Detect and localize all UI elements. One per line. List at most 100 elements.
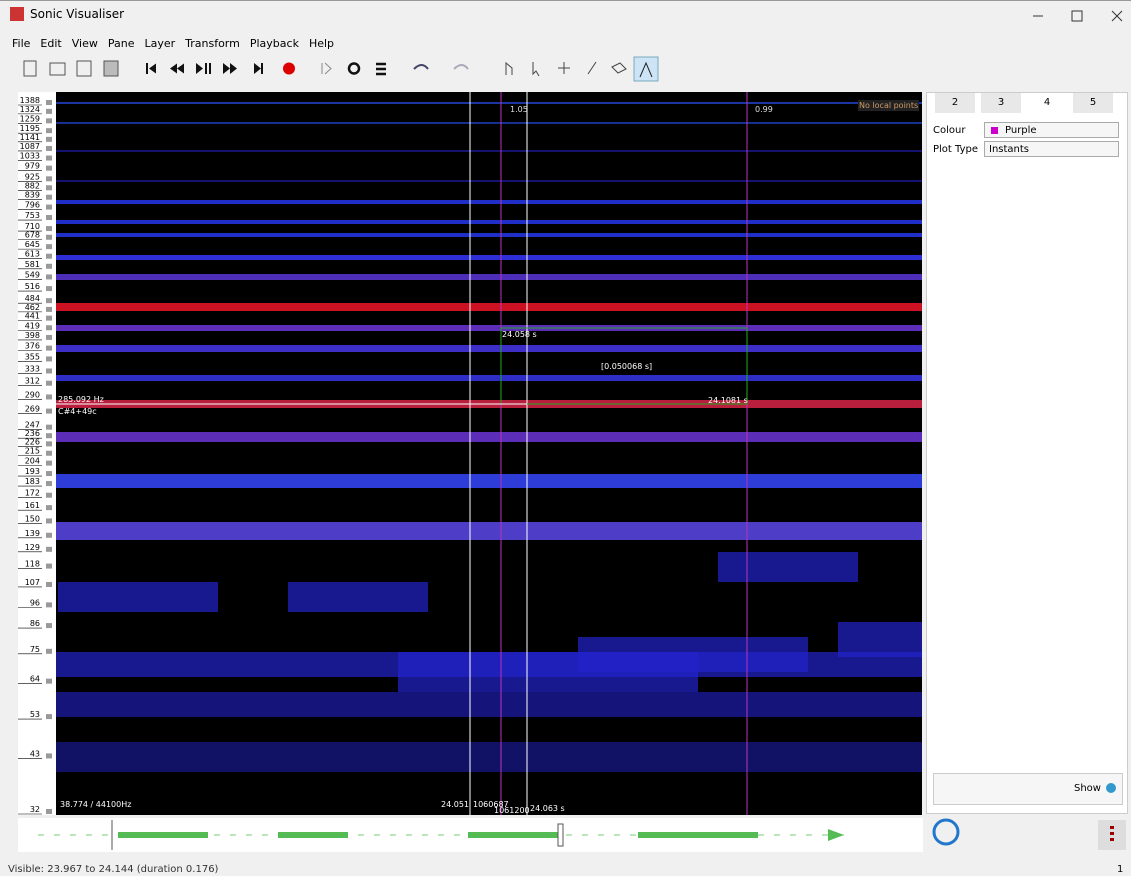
key — [46, 564, 52, 569]
key — [46, 679, 52, 684]
key-label: 925 — [25, 172, 40, 181]
status-page: 1 — [1117, 864, 1123, 875]
key-label: 581 — [25, 260, 40, 269]
menu-item[interactable]: Edit — [40, 37, 61, 50]
spectral-band — [56, 274, 922, 280]
menu-item[interactable]: Help — [309, 37, 334, 50]
key — [46, 623, 52, 628]
key — [46, 381, 52, 386]
key — [46, 409, 52, 414]
key — [46, 433, 52, 438]
key-label: 32 — [30, 805, 40, 814]
key — [46, 602, 52, 607]
window-title: Sonic Visualiser — [30, 7, 124, 21]
key-label: 1141 — [20, 133, 40, 142]
key-label: 796 — [25, 201, 40, 210]
spectral-band — [56, 150, 922, 152]
key-label: 312 — [25, 377, 40, 386]
menu-bar: File Edit View Pane Layer Transform Playback He… — [12, 37, 334, 50]
spectral-band — [56, 375, 922, 381]
app-icon — [10, 7, 24, 21]
key — [46, 481, 52, 486]
app-window: Sonic Visualiser File Edit View Pane Layer Tr… — [0, 0, 1131, 876]
key-label: 96 — [30, 598, 40, 607]
colour-dropdown[interactable]: Purple — [984, 122, 1119, 138]
spectral-blob — [838, 622, 922, 657]
key — [46, 714, 52, 719]
key — [46, 518, 52, 523]
status-text: Visible: 23.967 to 24.144 (duration 0.17… — [8, 864, 218, 875]
key-label: 129 — [25, 543, 40, 552]
plot-type-label: Plot Type — [933, 144, 978, 155]
menu-item[interactable]: View — [72, 37, 98, 50]
key — [46, 118, 52, 123]
spectrogram: 1388132412591195114110871033979925882839… — [18, 92, 922, 815]
spectral-band — [56, 200, 922, 204]
key-label: 75 — [30, 645, 40, 654]
layer-tab[interactable]: 4 — [1027, 93, 1067, 113]
key-label: 1087 — [20, 142, 40, 151]
spectral-blob — [578, 637, 808, 672]
cursor-frequency: 285.092 Hz — [58, 395, 104, 404]
frame-right: 1061200 — [494, 806, 530, 815]
key — [46, 205, 52, 210]
menu-item[interactable]: Pane — [108, 37, 135, 50]
spectral-band — [56, 233, 922, 237]
key-label: 376 — [25, 342, 40, 351]
key-label: 118 — [25, 560, 40, 569]
key — [46, 325, 52, 330]
spectral-band — [56, 220, 922, 224]
key-label: 333 — [25, 364, 40, 373]
key — [46, 335, 52, 340]
key — [46, 137, 52, 142]
layer-tab[interactable]: 3 — [981, 93, 1021, 113]
layer-controls[interactable]: Show — [933, 773, 1123, 805]
key — [46, 109, 52, 114]
menu-item[interactable]: Transform — [185, 37, 240, 50]
key-label: 710 — [25, 222, 40, 231]
key — [46, 185, 52, 190]
key-label: 150 — [25, 514, 40, 523]
key-label: 549 — [25, 270, 40, 279]
key-label: 107 — [25, 578, 40, 587]
spectral-band — [56, 692, 922, 717]
key — [46, 166, 52, 171]
key — [46, 274, 52, 279]
spectral-band — [56, 432, 922, 442]
key-label: 678 — [25, 231, 40, 240]
spectral-band — [56, 742, 922, 772]
toolbar — [10, 55, 670, 83]
key-label: 139 — [25, 529, 40, 538]
colour-value: Purple — [1005, 125, 1037, 136]
key-label: 183 — [25, 477, 40, 486]
no-points-label: No local points — [858, 100, 919, 111]
key-label: 215 — [25, 447, 40, 456]
key — [46, 809, 52, 814]
key — [46, 346, 52, 351]
menu-item[interactable]: Layer — [144, 37, 175, 50]
plot-type-value: Instants — [989, 144, 1029, 155]
key — [46, 368, 52, 373]
key — [46, 128, 52, 133]
spectral-band — [56, 522, 922, 540]
key — [46, 356, 52, 361]
key-label: 419 — [25, 321, 40, 330]
key — [46, 226, 52, 231]
key-label: 43 — [30, 749, 40, 758]
key — [46, 753, 52, 758]
key — [46, 316, 52, 321]
key — [46, 195, 52, 200]
menu-item[interactable]: File — [12, 37, 30, 50]
layer-tab[interactable]: 2 — [935, 93, 975, 113]
layer-tab[interactable]: 5 — [1073, 93, 1113, 113]
key-label: 172 — [25, 489, 40, 498]
key — [46, 286, 52, 291]
key-label: 462 — [25, 303, 40, 312]
menu-item[interactable]: Playback — [250, 37, 299, 50]
key-label: 1195 — [20, 124, 40, 133]
plot-type-dropdown[interactable]: Instants — [984, 141, 1119, 157]
key-label: 979 — [25, 162, 40, 171]
key — [46, 264, 52, 269]
window-controls[interactable] — [1030, 8, 1125, 24]
